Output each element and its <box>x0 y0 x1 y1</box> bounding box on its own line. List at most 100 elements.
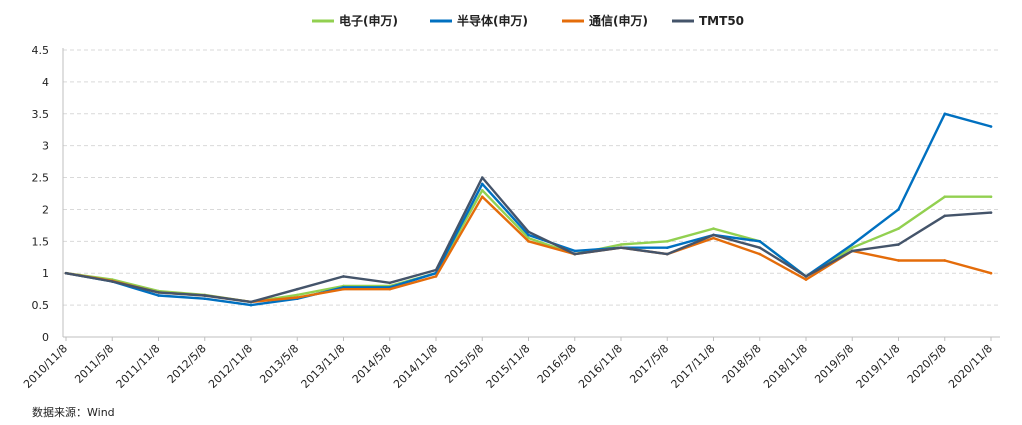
y-tick-label: 4.5 <box>32 44 50 57</box>
data-point <box>342 287 345 291</box>
data-point <box>850 246 854 250</box>
y-tick-label: 0.5 <box>32 299 50 312</box>
x-tick-label: 2014/11/8 <box>391 342 440 391</box>
data-point <box>527 236 530 240</box>
source-note: 数据来源：Wind <box>32 406 115 419</box>
data-point <box>943 112 947 116</box>
x-tick-label: 2011/11/8 <box>114 342 163 391</box>
legend-label: 半导体(申万) <box>457 13 528 28</box>
data-point <box>665 246 669 250</box>
legend-label: 电子(申万) <box>339 13 398 28</box>
data-point <box>157 294 160 297</box>
x-tick-label: 2014/5/8 <box>350 342 394 386</box>
data-point <box>64 271 68 275</box>
data-point <box>480 182 484 186</box>
data-point <box>897 227 900 230</box>
x-tick-label: 2018/5/8 <box>720 342 764 386</box>
data-point <box>388 281 392 285</box>
y-tick-label: 3.5 <box>32 108 50 121</box>
data-point <box>434 275 438 278</box>
y-tick-label: 1.5 <box>32 235 50 248</box>
data-point <box>850 243 854 246</box>
data-point <box>712 236 715 240</box>
data-point <box>989 195 993 198</box>
data-point <box>804 275 808 278</box>
legend: 电子(申万) 半导体(申万) 通信(申万) TMT50 <box>312 13 744 28</box>
data-point <box>897 208 900 211</box>
y-tick-label: 2 <box>42 203 49 216</box>
data-point <box>758 246 762 250</box>
data-point <box>712 227 715 230</box>
data-point <box>943 214 947 218</box>
data-point <box>527 230 530 234</box>
data-point <box>850 249 854 253</box>
data-point <box>804 278 808 281</box>
x-tick-label: 2012/11/8 <box>206 342 255 391</box>
data-point <box>989 125 993 128</box>
y-axis: 0 0.5 1 1.5 2 2.5 3 3.5 4 4.5 <box>32 44 64 344</box>
series-line-0 <box>64 189 993 304</box>
data-point <box>712 233 715 237</box>
y-tick-label: 3 <box>42 140 49 153</box>
data-point <box>203 297 207 301</box>
data-point <box>434 268 438 272</box>
x-tick-label: 2010/11/8 <box>21 342 70 391</box>
data-point <box>897 243 900 246</box>
series-line-2 <box>64 195 993 304</box>
data-point <box>573 249 577 253</box>
data-point <box>249 303 253 307</box>
data-point <box>619 243 623 246</box>
data-point <box>480 176 484 179</box>
x-tick-label: 2012/5/8 <box>165 342 209 386</box>
gridlines <box>63 49 1000 306</box>
data-point <box>665 252 669 256</box>
data-point <box>480 189 484 192</box>
legend-label: 通信(申万) <box>589 13 648 28</box>
x-tick-label: 2013/5/8 <box>257 342 301 386</box>
x-tick-label: 2011/5/8 <box>72 342 116 386</box>
x-tick-label: 2019/11/8 <box>854 342 903 391</box>
data-point <box>665 240 669 243</box>
x-tick-label: 2015/5/8 <box>442 342 486 386</box>
data-point <box>295 287 299 291</box>
data-point <box>619 246 623 250</box>
x-tick-label: 2017/11/8 <box>669 342 718 391</box>
data-point <box>758 252 762 256</box>
data-point <box>295 296 299 299</box>
data-point <box>573 252 577 256</box>
data-point <box>527 233 530 237</box>
data-point <box>388 287 392 291</box>
legend-label: TMT50 <box>699 14 744 28</box>
data-point <box>203 294 207 297</box>
x-tick-label: 2016/5/8 <box>535 342 579 386</box>
data-point <box>157 291 160 294</box>
data-point <box>758 240 762 243</box>
data-point <box>989 271 993 275</box>
data-point <box>342 285 345 289</box>
x-tick-label: 2017/5/8 <box>627 342 671 386</box>
x-tick-label: 2018/11/8 <box>761 342 810 391</box>
data-point <box>249 300 253 304</box>
x-tick-label: 2013/11/8 <box>299 342 348 391</box>
x-tick-label: 2019/5/8 <box>812 342 856 386</box>
data-point <box>527 240 530 243</box>
data-point <box>897 259 900 262</box>
data-point <box>342 275 345 278</box>
y-tick-label: 4 <box>42 76 49 89</box>
y-tick-label: 1 <box>42 267 49 280</box>
x-tick-label: 2016/11/8 <box>576 342 625 391</box>
data-point <box>295 293 299 297</box>
data-point <box>943 195 947 198</box>
y-tick-label: 0 <box>42 331 49 344</box>
series-lines <box>64 112 993 307</box>
x-tick-label: 2015/11/8 <box>484 342 533 391</box>
data-point <box>989 211 993 214</box>
data-point <box>110 280 114 283</box>
y-tick-label: 2.5 <box>32 172 50 185</box>
data-point <box>943 259 947 262</box>
x-tick-label: 2020/11/8 <box>946 342 995 391</box>
data-point <box>480 195 484 198</box>
x-tick-label: 2020/5/8 <box>905 342 949 386</box>
